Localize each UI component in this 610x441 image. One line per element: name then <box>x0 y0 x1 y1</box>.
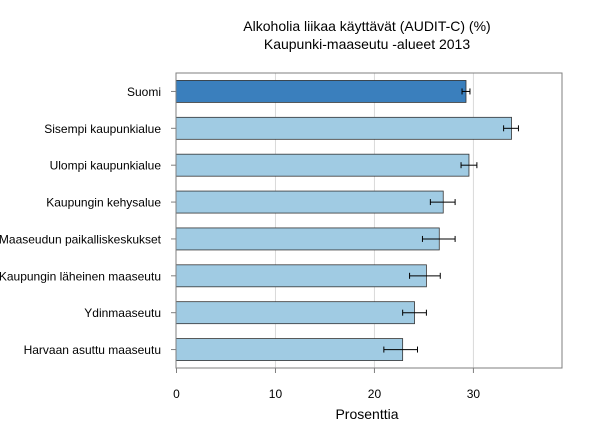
bar <box>175 190 444 214</box>
bar <box>175 116 512 140</box>
bar <box>175 264 427 288</box>
bar <box>175 153 470 177</box>
bar <box>175 80 467 103</box>
bar-layer <box>175 80 512 361</box>
category-label: Kaupungin kehysalue <box>46 196 161 210</box>
x-tick-label: 20 <box>368 387 382 401</box>
x-tick-label: 10 <box>269 387 283 401</box>
x-tick-layer: 0 10 20 30 <box>173 368 480 401</box>
error-bar-layer <box>383 88 519 353</box>
bar <box>175 338 404 361</box>
category-label: Kaupungin läheinen maaseutu <box>0 269 161 283</box>
x-axis-label: Prosenttia <box>335 406 398 422</box>
bar <box>175 301 415 325</box>
plot-frame <box>175 72 563 369</box>
category-label: Sisempi kaupunkialue <box>44 122 161 136</box>
x-tick-label: 0 <box>173 387 180 401</box>
category-label: Maaseudun paikalliskeskukset <box>0 232 162 246</box>
category-label: Suomi <box>127 85 161 99</box>
chart-title: Alkoholia liikaa käyttävät (AUDIT-C) (%) <box>243 18 490 34</box>
category-label-layer: Suomi Sisempi kaupunkialue Ulompi kaupunki… <box>0 85 176 357</box>
category-label: Harvaan asuttu maaseutu <box>24 343 161 357</box>
category-label: Ulompi kaupunkialue <box>50 159 162 173</box>
chart-subtitle: Kaupunki-maaseutu -alueet 2013 <box>264 36 470 52</box>
bar <box>175 227 440 251</box>
x-tick-label: 30 <box>467 387 481 401</box>
category-label: Ydinmaaseutu <box>84 306 161 320</box>
